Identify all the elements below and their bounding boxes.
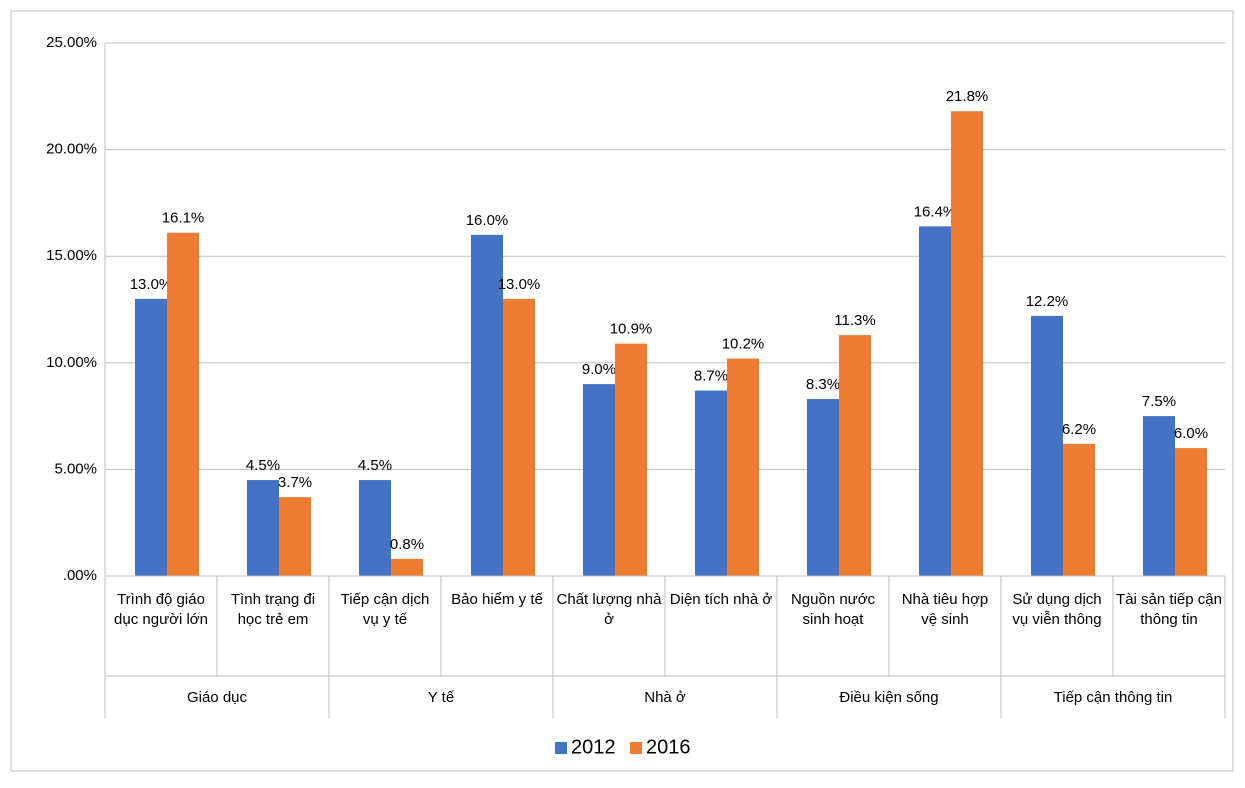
y-tick-label: .00%	[63, 567, 97, 584]
data-label: 11.3%	[834, 312, 875, 329]
bar	[391, 558, 423, 576]
data-label: 7.5%	[1142, 393, 1176, 410]
data-label: 3.7%	[278, 474, 312, 491]
legend-swatch	[555, 742, 567, 754]
data-label: 9.0%	[582, 361, 616, 378]
bar	[359, 480, 391, 576]
legend-label: 2016	[646, 736, 691, 758]
data-label: 10.9%	[610, 321, 653, 338]
category-label-box: Tình trạng đi học trẻ em	[230, 591, 316, 628]
data-label: 16.0%	[466, 212, 509, 229]
bar	[471, 234, 503, 576]
bar	[247, 480, 279, 576]
data-label: 6.0%	[1174, 425, 1208, 442]
category-label-box: Diện tích nhà ở	[669, 591, 773, 608]
x-tick-label: Sử dụng dịch vụ viễn thông	[1012, 591, 1102, 628]
bar	[135, 298, 167, 576]
group-label: Điều kiện sống	[839, 689, 938, 706]
bar	[839, 335, 871, 576]
y-tick-label: 10.00%	[46, 354, 97, 371]
legend-label: 2012	[571, 736, 616, 758]
category-label-box: Tiếp cận dịch vụ y tế	[340, 591, 430, 628]
bar	[807, 399, 839, 576]
bar	[919, 226, 951, 577]
bar	[727, 358, 759, 576]
category-label-box: Bảo hiểm y tế	[451, 591, 543, 608]
data-label: 8.7%	[694, 367, 728, 384]
bar	[615, 343, 647, 576]
category-label-box: Trình độ giáo dục người lớn	[114, 591, 208, 628]
y-tick-label: 25.00%	[46, 34, 97, 51]
x-tick-label: Nhà tiêu hợp vệ sinh	[901, 591, 989, 628]
data-label: 13.0%	[498, 276, 541, 293]
x-tick-label: Diện tích nhà ở	[669, 591, 773, 608]
bar	[695, 390, 727, 576]
category-label-box: Nhà tiêu hợp vệ sinh	[901, 591, 989, 628]
data-label: 12.2%	[1026, 293, 1069, 310]
x-tick-label: Tình trạng đi học trẻ em	[230, 591, 316, 628]
x-tick-label: Nguồn nước sinh hoạt	[790, 591, 876, 628]
legend-swatch	[630, 742, 642, 754]
y-tick-label: 5.00%	[54, 460, 97, 477]
x-tick-label: Tài sản tiếp cận thông tin	[1116, 591, 1222, 628]
group-label: Y tế	[428, 689, 455, 706]
data-label: 10.2%	[722, 336, 765, 353]
data-label: 4.5%	[358, 457, 392, 474]
bar	[583, 384, 615, 576]
group-label: Giáo dục	[187, 689, 248, 706]
data-label: 6.2%	[1062, 421, 1096, 438]
data-label: 21.8%	[946, 88, 989, 105]
data-label: 16.1%	[162, 210, 205, 227]
group-label: Nhà ở	[644, 689, 686, 706]
bar	[951, 111, 983, 576]
bar	[167, 232, 199, 577]
category-label-box: Sử dụng dịch vụ viễn thông	[1012, 591, 1102, 628]
y-tick-label: 15.00%	[46, 247, 97, 264]
bar	[1175, 448, 1207, 576]
data-label: 4.5%	[246, 457, 280, 474]
x-tick-label: Trình độ giáo dục người lớn	[114, 591, 208, 628]
data-label: 0.8%	[390, 536, 424, 553]
bar	[1031, 315, 1063, 576]
y-tick-label: 20.00%	[46, 141, 97, 158]
category-label-box: Nguồn nước sinh hoạt	[790, 591, 876, 628]
category-label-box: Chất lượng nhà ở	[556, 591, 662, 628]
bar	[503, 298, 535, 576]
x-tick-label: Chất lượng nhà ở	[556, 591, 662, 628]
bar	[1063, 443, 1095, 576]
bar	[279, 497, 311, 576]
data-label: 8.3%	[806, 376, 840, 393]
group-label: Tiếp cận thông tin	[1054, 689, 1173, 706]
bar	[1143, 416, 1175, 576]
data-label: 16.4%	[914, 203, 957, 220]
x-tick-label: Tiếp cận dịch vụ y tế	[340, 591, 430, 628]
data-label: 13.0%	[130, 276, 173, 293]
category-label-box: Tài sản tiếp cận thông tin	[1116, 591, 1222, 628]
x-tick-label: Bảo hiểm y tế	[451, 591, 543, 608]
